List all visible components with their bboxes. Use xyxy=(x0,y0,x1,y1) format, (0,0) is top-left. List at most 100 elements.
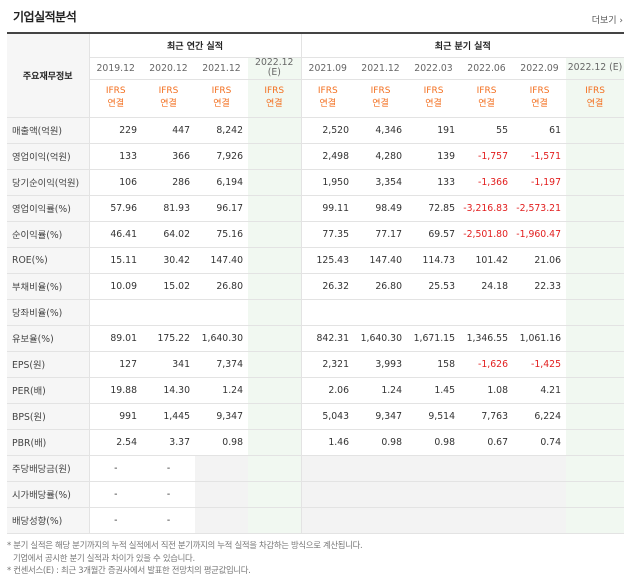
table-cell: 3,993 xyxy=(354,351,408,378)
table-cell: - xyxy=(142,507,195,534)
table-cell xyxy=(460,299,514,326)
table-cell: 4.21 xyxy=(513,377,567,404)
basis-label: IFRS 연결 xyxy=(513,79,567,118)
table-cell xyxy=(566,143,625,170)
table-cell: -2,573.21 xyxy=(513,195,567,222)
table-cell: 3.37 xyxy=(142,429,195,456)
table-cell: 21.06 xyxy=(513,247,567,274)
table-row: 매출액(억원) 229 447 8,242 2,520 4,346 191 55 61 xyxy=(7,117,625,144)
table-cell: 77.17 xyxy=(354,221,408,248)
basis-label: IFRS 연결 xyxy=(300,79,355,118)
table-row: EPS(원) 127 341 7,374 2,321 3,993 158 -1,626 -1,4… xyxy=(7,351,625,378)
table-row: 유보율(%) 89.01 175.22 1,640.30 842.31 1,640.30 1… xyxy=(7,325,625,352)
table-cell: 1,640.30 xyxy=(195,325,248,352)
table-row: 시가배당률(%) - - xyxy=(7,481,625,508)
table-cell: 341 xyxy=(142,351,195,378)
table-row: PER(배) 19.88 14.30 1.24 2.06 1.24 1.45 1.08 4.21 xyxy=(7,377,625,404)
table-cell: 114.73 xyxy=(407,247,461,274)
table-row: 부채비율(%) 10.09 15.02 26.80 26.32 26.80 25.53 24.… xyxy=(7,273,625,300)
table-cell: 2.06 xyxy=(300,377,355,404)
table-cell: 57.96 xyxy=(88,195,142,222)
more-link[interactable]: 더보기 › xyxy=(591,16,623,26)
period-header: 2022.09 xyxy=(513,57,567,80)
basis-label: IFRS 연결 xyxy=(248,79,302,118)
table-cell: 4,346 xyxy=(354,117,408,144)
table-cell: - xyxy=(88,481,142,508)
table-row: 주당배당금(원) - - xyxy=(7,455,625,482)
table-cell xyxy=(566,221,625,248)
row-label: PER(배) xyxy=(7,377,89,404)
table-cell: 96.17 xyxy=(195,195,248,222)
table-cell: -2,501.80 xyxy=(460,221,514,248)
table-cell xyxy=(566,247,625,274)
table-cell: 10.09 xyxy=(88,273,142,300)
table-cell xyxy=(354,299,408,326)
table-cell xyxy=(566,273,625,300)
table-cell: 9,347 xyxy=(354,403,408,430)
table-cell xyxy=(566,507,625,534)
section-title: 기업실적분석 xyxy=(13,10,77,24)
table-cell xyxy=(195,507,248,534)
table-cell: 0.98 xyxy=(195,429,248,456)
table-cell: - xyxy=(88,455,142,482)
table-cell: 191 xyxy=(407,117,461,144)
table-cell xyxy=(300,507,355,534)
table-cell xyxy=(248,507,302,534)
table-cell xyxy=(300,299,355,326)
table-cell xyxy=(354,507,408,534)
table-row: 순이익률(%) 46.41 64.02 75.16 77.35 77.17 69.57 -2,… xyxy=(7,221,625,248)
table-row: 당좌비율(%) xyxy=(7,299,625,326)
table-cell: 133 xyxy=(88,143,142,170)
table-cell xyxy=(248,481,302,508)
table-cell: 9,514 xyxy=(407,403,461,430)
table-cell xyxy=(460,455,514,482)
table-cell: 366 xyxy=(142,143,195,170)
table-cell xyxy=(248,299,302,326)
table-row: ROE(%) 15.11 30.42 147.40 125.43 147.40 114.73… xyxy=(7,247,625,274)
table-cell: -1,425 xyxy=(513,351,567,378)
table-cell: 139 xyxy=(407,143,461,170)
basis-label: IFRS 연결 xyxy=(88,79,142,118)
table-cell xyxy=(566,299,625,326)
table-cell: 101.42 xyxy=(460,247,514,274)
row-label: 주당배당금(원) xyxy=(7,455,89,482)
table-cell: -1,571 xyxy=(513,143,567,170)
table-cell xyxy=(513,507,567,534)
footnote-line: * 컨센서스(E) : 최근 3개월간 증권사에서 발표한 전망치의 평균값입니… xyxy=(7,565,251,575)
period-header: 2022.06 xyxy=(460,57,514,80)
table-cell: 55 xyxy=(460,117,514,144)
quarter-group-header: 최근 분기 실적 xyxy=(300,32,625,58)
table-cell: 5,043 xyxy=(300,403,355,430)
table-cell: 991 xyxy=(88,403,142,430)
table-cell: 147.40 xyxy=(195,247,248,274)
table-cell: 81.93 xyxy=(142,195,195,222)
table-cell xyxy=(248,195,302,222)
basis-label: IFRS 연결 xyxy=(354,79,408,118)
table-cell xyxy=(195,299,248,326)
table-cell: 2.54 xyxy=(88,429,142,456)
table-cell: 22.33 xyxy=(513,273,567,300)
table-cell xyxy=(195,481,248,508)
table-cell: 7,763 xyxy=(460,403,514,430)
table-cell: 46.41 xyxy=(88,221,142,248)
table-cell: 2,321 xyxy=(300,351,355,378)
table-cell: 64.02 xyxy=(142,221,195,248)
table-cell: 4,280 xyxy=(354,143,408,170)
table-cell: 9,347 xyxy=(195,403,248,430)
table-cell: 229 xyxy=(88,117,142,144)
table-cell: 69.57 xyxy=(407,221,461,248)
basis-label: IFRS 연결 xyxy=(142,79,195,118)
table-row: 배당성향(%) - - xyxy=(7,507,625,534)
table-cell xyxy=(248,221,302,248)
table-cell: - xyxy=(88,507,142,534)
table-cell xyxy=(407,299,461,326)
period-header: 2021.12 xyxy=(354,57,408,80)
table-cell: 1.24 xyxy=(354,377,408,404)
period-header: 2019.12 xyxy=(88,57,142,80)
table-cell: 3,354 xyxy=(354,169,408,196)
table-cell xyxy=(460,507,514,534)
period-header: 2021.09 xyxy=(300,57,355,80)
row-label: 영업이익(억원) xyxy=(7,143,89,170)
table-cell xyxy=(248,351,302,378)
footnotes: * 분기 실적은 해당 분기까지의 누적 실적에서 직전 분기까지의 누적 실적… xyxy=(7,539,627,577)
